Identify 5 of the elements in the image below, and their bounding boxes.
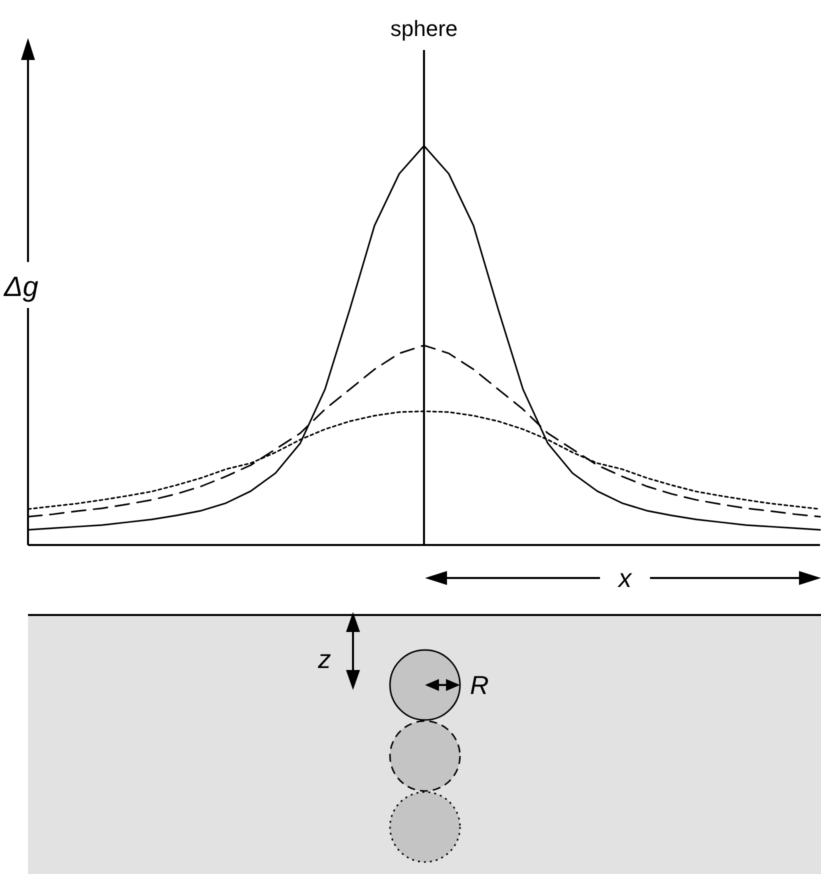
text: z — [317, 644, 331, 674]
text: R — [470, 670, 489, 700]
text: sphere — [390, 16, 458, 41]
x-axis-title: x — [616, 563, 632, 593]
y-axis-title: Δg — [3, 271, 39, 302]
